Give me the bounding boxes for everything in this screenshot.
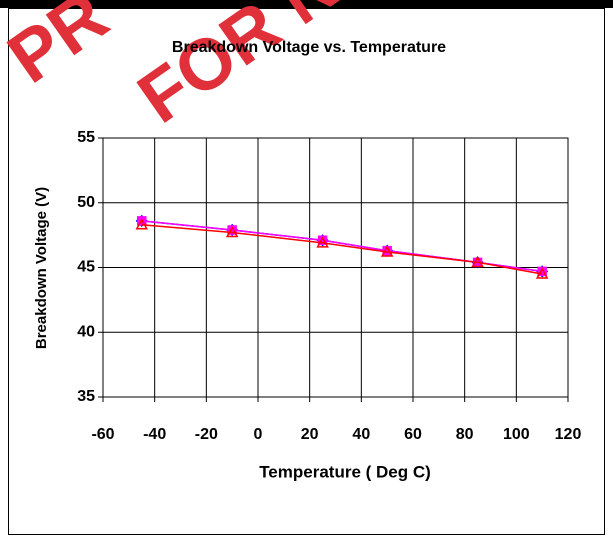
x-tick-label: 0 xyxy=(254,426,263,443)
x-tick-label: -20 xyxy=(195,426,218,443)
x-tick-label: 100 xyxy=(503,426,530,443)
marker xyxy=(135,218,149,230)
y-tick-label: 45 xyxy=(77,259,95,276)
x-tick-label: -60 xyxy=(91,426,114,443)
x-tick-label: 40 xyxy=(352,426,370,443)
y-tick-label: 35 xyxy=(77,388,95,405)
chart-frame xyxy=(8,8,605,535)
x-tick-label: -40 xyxy=(143,426,166,443)
marker xyxy=(535,267,549,279)
marker xyxy=(316,236,329,248)
y-tick-label: 40 xyxy=(77,323,95,340)
y-tick-label: 50 xyxy=(77,194,95,211)
marker xyxy=(471,255,484,268)
marker xyxy=(380,245,394,257)
chart-title: Breakdown Voltage vs. Temperature xyxy=(172,39,446,56)
x-tick-label: 80 xyxy=(456,426,474,443)
marker xyxy=(225,225,239,238)
top-bar xyxy=(0,0,613,8)
x-tick-label: 20 xyxy=(301,426,319,443)
series-line xyxy=(141,224,543,275)
x-tick-label: 60 xyxy=(404,426,422,443)
x-tick-label: 120 xyxy=(555,426,582,443)
y-tick-label: 55 xyxy=(77,129,95,146)
y-axis-label: Breakdown Voltage (V) xyxy=(33,187,50,349)
x-axis-label: Temperature ( Deg C) xyxy=(259,462,431,481)
